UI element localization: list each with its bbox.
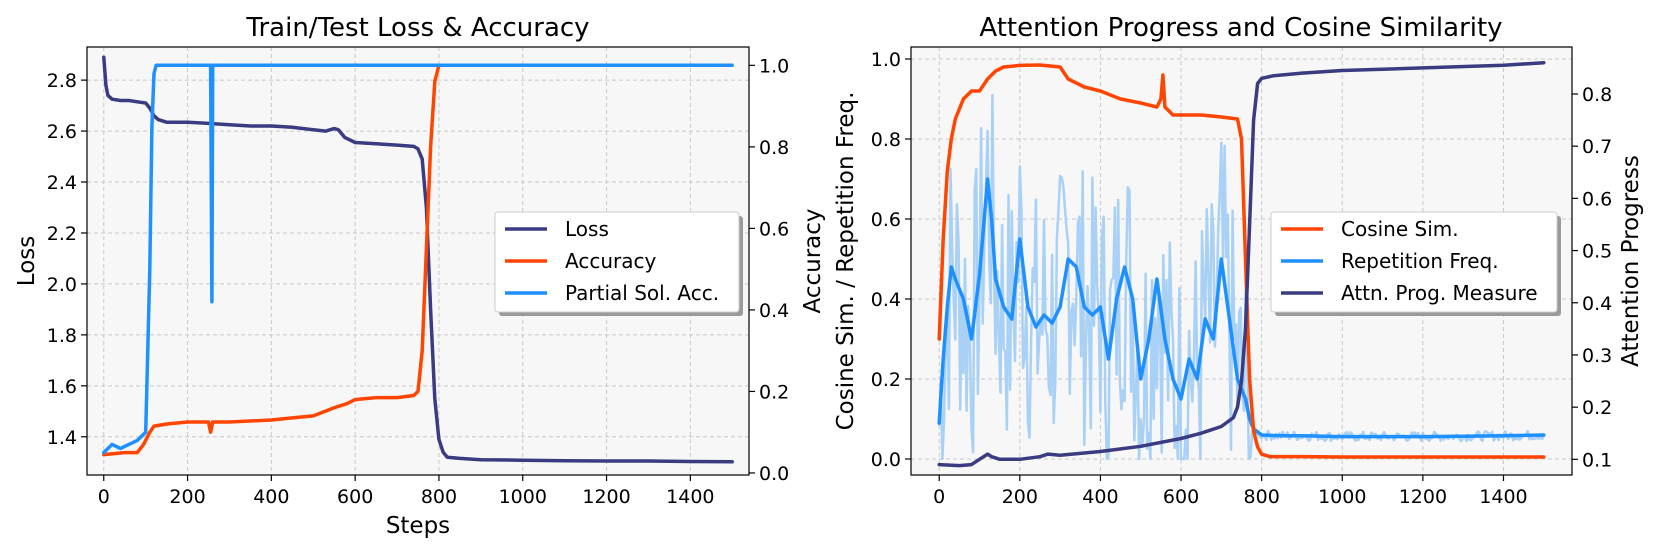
x-tick-label: 600: [337, 486, 373, 508]
y-tick-label: 2.6: [47, 121, 77, 143]
x-tick-label: 1200: [582, 486, 630, 508]
x-tick-label: 1400: [666, 486, 714, 508]
left-plot-frame: [86, 46, 750, 476]
loss-series: [102, 55, 734, 464]
y-right-tick-label: 0.4: [1582, 293, 1612, 315]
left-legend-box: [494, 211, 740, 313]
y-right-tick-label: 0.0: [759, 463, 789, 485]
right-chart: Attention Progress and Cosine Similarity…: [833, 13, 1644, 508]
repetition-raw-series: [937, 93, 1545, 461]
partial-sol-acc-series: [102, 63, 734, 455]
x-tick-label: 0: [933, 486, 945, 508]
y-tick-label: 1.0: [871, 49, 901, 71]
y-tick-label: 1.4: [47, 427, 77, 449]
y-right-tick-label: 0.4: [759, 300, 789, 322]
x-tick-label: 1000: [1318, 486, 1366, 508]
legend-label-partial: Partial Sol. Acc.: [565, 281, 719, 305]
right-legend-box: [1270, 211, 1558, 313]
y-tick-label: 0.8: [871, 129, 901, 151]
right-y-right-axis-label: Attention Progress: [1618, 155, 1644, 367]
y-tick-label: 2.2: [47, 223, 77, 245]
x-tick-label: 800: [421, 486, 457, 508]
right-plot-frame: [910, 46, 1573, 476]
x-tick-label: 1200: [1399, 486, 1447, 508]
y-right-tick-label: 0.8: [759, 137, 789, 159]
y-tick-label: 0.4: [871, 289, 901, 311]
attn-prog-measure-series: [937, 60, 1546, 468]
y-right-tick-label: 0.5: [1582, 241, 1612, 263]
left-legend: Loss Accuracy Partial Sol. Acc.: [494, 211, 743, 316]
accuracy-series: [102, 63, 443, 457]
y-right-tick-label: 0.1: [1582, 449, 1612, 471]
legend-label-accuracy: Accuracy: [565, 249, 656, 273]
left-y-axis-label: Loss: [14, 236, 40, 286]
y-tick-label: 2.8: [47, 70, 77, 92]
legend-label-cosine: Cosine Sim.: [1341, 217, 1459, 241]
y-right-tick-label: 0.6: [1582, 188, 1612, 210]
x-tick-label: 200: [169, 486, 205, 508]
x-tick-label: 200: [1002, 486, 1038, 508]
x-tick-label: 0: [98, 486, 110, 508]
x-tick-label: 400: [253, 486, 289, 508]
right-chart-title: Attention Progress and Cosine Similarity: [979, 13, 1502, 43]
y-right-tick-label: 0.3: [1582, 345, 1612, 367]
y-right-tick-label: 0.2: [759, 381, 789, 403]
y-tick-label: 2.0: [47, 274, 77, 296]
repetition-freq-series: [937, 177, 1546, 439]
x-tick-label: 800: [1244, 486, 1280, 508]
left-x-axis-label: Steps: [386, 513, 450, 539]
x-tick-label: 600: [1163, 486, 1199, 508]
y-tick-label: 0.2: [871, 369, 901, 391]
y-tick-label: 1.8: [47, 325, 77, 347]
left-chart-title: Train/Test Loss & Accuracy: [245, 13, 589, 43]
right-legend: Cosine Sim. Repetition Freq. Attn. Prog.…: [1270, 211, 1561, 316]
cosine-sim-series: [937, 63, 1546, 459]
left-y-right-axis-label: Accuracy: [800, 208, 826, 313]
right-y-axis-label: Cosine Sim. / Repetition Freq.: [833, 92, 859, 431]
x-tick-label: 1000: [499, 486, 547, 508]
y-right-tick-label: 0.6: [759, 218, 789, 240]
y-right-tick-label: 0.2: [1582, 397, 1612, 419]
y-right-tick-label: 0.8: [1582, 84, 1612, 106]
y-tick-label: 0.6: [871, 209, 901, 231]
x-tick-label: 1400: [1479, 486, 1527, 508]
legend-label-loss: Loss: [565, 217, 609, 241]
left-chart: Train/Test Loss & Accuracy 0 200 400 600 800…: [14, 13, 826, 539]
legend-label-repetition: Repetition Freq.: [1341, 249, 1499, 273]
y-tick-label: 2.4: [47, 172, 77, 194]
y-right-tick-label: 1.0: [759, 55, 789, 77]
y-tick-label: 0.0: [871, 449, 901, 471]
y-right-tick-label: 0.7: [1582, 136, 1612, 158]
y-tick-label: 1.6: [47, 376, 77, 398]
legend-label-attn: Attn. Prog. Measure: [1341, 281, 1538, 305]
x-tick-label: 400: [1082, 486, 1118, 508]
